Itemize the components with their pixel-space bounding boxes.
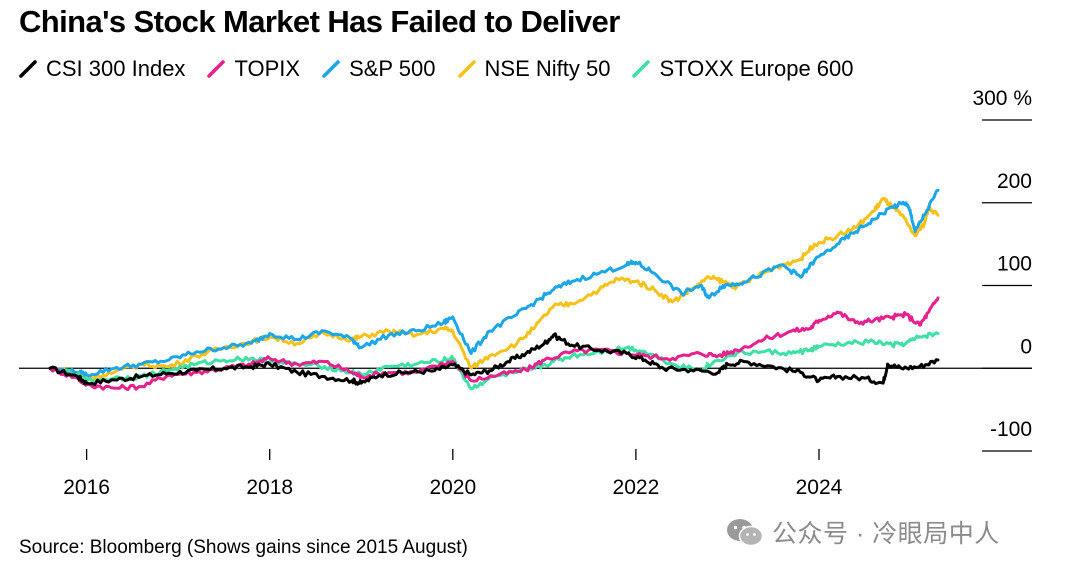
legend-swatch (322, 60, 340, 78)
y-tick-label: 200 (997, 170, 1032, 193)
y-axis: 300 % 200 100 0 -100 (19, 87, 1032, 452)
y-tick-label: 300 % (972, 87, 1032, 110)
chart-title: China's Stock Market Has Failed to Deliv… (19, 4, 620, 39)
legend-swatch (207, 60, 226, 78)
watermark-text: 公众号 · 冷眼局中人 (772, 520, 1000, 548)
legend-swatch (457, 60, 476, 78)
series-line (48, 196, 940, 380)
legend: CSI 300 Index TOPIX S&P 500 NSE Nifty 50 STO… (19, 55, 876, 83)
chart-plot: 300 % 200 100 0 -100 2016 2018 2020 2022 2024 (19, 87, 1032, 499)
watermark: 公众号 · 冷眼局中人 (726, 514, 1000, 550)
wechat-icon (727, 519, 764, 547)
y-tick-label: -100 (990, 418, 1032, 441)
legend-label: TOPIX (234, 56, 301, 81)
x-tick-label: 2020 (429, 476, 476, 499)
x-tick-label: 2024 (796, 476, 843, 499)
x-tick-label: 2016 (63, 476, 110, 499)
legend-label: STOXX Europe 600 (659, 56, 854, 81)
source-note: Source: Bloomberg (Shows gains since 201… (19, 537, 468, 558)
series-line (48, 188, 940, 378)
y-tick-label: 100 (997, 253, 1032, 276)
x-tick-label: 2022 (613, 476, 660, 499)
x-tick-label: 2018 (246, 476, 293, 499)
legend-item: CSI 300 Index (19, 56, 185, 82)
series-layer (48, 188, 940, 392)
series-line (48, 332, 940, 386)
legend-label: S&P 500 (349, 56, 436, 81)
legend-item: NSE Nifty 50 (457, 56, 611, 82)
legend-swatch (19, 60, 37, 78)
x-axis: 2016 2018 2020 2022 2024 (63, 449, 843, 499)
legend-swatch (632, 60, 651, 78)
legend-label: NSE Nifty 50 (484, 56, 611, 81)
legend-item: TOPIX (207, 56, 300, 82)
legend-item: STOXX Europe 600 (632, 56, 854, 82)
y-tick-label: 0 (1020, 335, 1032, 358)
legend-item: S&P 500 (322, 56, 436, 82)
legend-label: CSI 300 Index (46, 56, 186, 81)
